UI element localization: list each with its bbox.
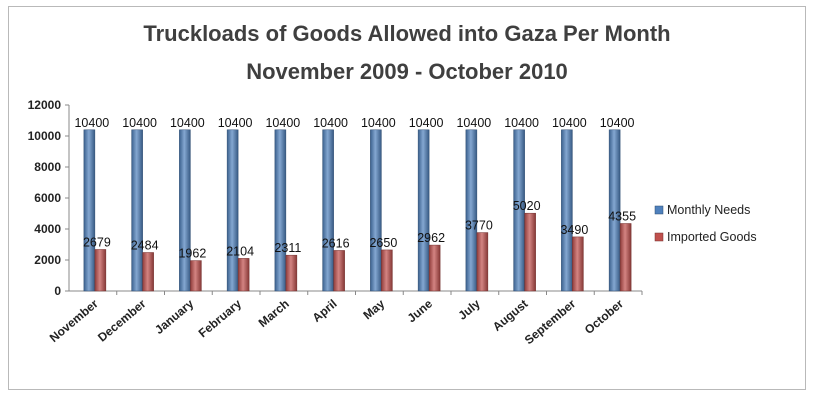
data-label: 10400 — [74, 116, 109, 130]
x-tick-label: May — [360, 296, 387, 322]
y-tick-label: 4000 — [34, 222, 61, 236]
y-tick-label: 6000 — [34, 191, 61, 205]
bar-imported-goods — [619, 223, 632, 292]
bar-chart: Truckloads of Goods Allowed into Gaza Pe… — [28, 21, 757, 347]
bar-imported-goods — [381, 249, 393, 292]
legend: Monthly Needs Imported Goods — [654, 203, 757, 244]
x-tick-label: November — [47, 296, 101, 345]
x-tick-label: August — [490, 297, 531, 334]
chart-subtitle: November 2009 - October 2010 — [246, 59, 568, 84]
data-label: 10400 — [456, 116, 491, 130]
data-label: 10400 — [409, 116, 444, 130]
x-tick-label: December — [95, 296, 149, 344]
bar-monthly-needs — [513, 129, 525, 292]
data-label: 3770 — [465, 219, 493, 233]
y-tick-label: 0 — [54, 284, 61, 298]
y-tick-label: 10000 — [28, 129, 62, 143]
x-tick-label: February — [196, 296, 245, 340]
legend-label: Monthly Needs — [667, 203, 750, 217]
data-label: 2311 — [274, 241, 301, 255]
x-tick-label: January — [152, 296, 197, 337]
data-label: 2104 — [226, 244, 254, 258]
bar-monthly-needs — [226, 129, 239, 292]
legend-swatch — [654, 232, 664, 242]
bar-monthly-needs — [131, 129, 143, 292]
x-tick-label: April — [310, 297, 340, 325]
x-tick-label: September — [522, 296, 579, 347]
data-label: 2962 — [417, 231, 445, 245]
bar-imported-goods — [524, 212, 536, 292]
data-label: 5020 — [513, 199, 541, 213]
y-tick-label: 2000 — [34, 253, 61, 267]
plot-area: 0 2000 4000 6000 8000 10000 12000 10400 2679 Nove… — [28, 98, 643, 347]
bar-monthly-needs — [179, 129, 191, 292]
data-label: 4355 — [608, 209, 636, 223]
bar-monthly-needs — [417, 129, 430, 292]
bar-imported-goods — [94, 249, 107, 292]
bar-imported-goods — [142, 252, 154, 292]
legend-swatch — [654, 205, 664, 215]
data-label: 3490 — [560, 223, 588, 237]
data-label: 2616 — [322, 236, 350, 250]
data-label: 1962 — [178, 247, 206, 261]
y-tick-label: 12000 — [28, 98, 62, 112]
data-label: 10400 — [265, 116, 300, 130]
data-label: 10400 — [552, 116, 587, 130]
bar-imported-goods — [285, 254, 298, 292]
x-tick-label: June — [405, 296, 436, 325]
chart-frame: Truckloads of Goods Allowed into Gaza Pe… — [8, 6, 806, 390]
x-tick-label: July — [455, 296, 483, 322]
legend-label: Imported Goods — [667, 230, 757, 244]
data-label: 10400 — [361, 116, 396, 130]
bar-monthly-needs — [370, 129, 382, 292]
x-tick-label: March — [256, 297, 292, 330]
data-label: 2679 — [83, 235, 111, 249]
bar-monthly-needs — [322, 129, 334, 292]
data-label: 10400 — [122, 116, 157, 130]
y-tick-label: 8000 — [34, 160, 61, 174]
bar-monthly-needs — [465, 129, 478, 292]
bar-imported-goods — [190, 260, 202, 292]
data-label: 2484 — [131, 238, 159, 252]
bar-monthly-needs — [274, 129, 287, 292]
data-label: 2650 — [369, 236, 397, 250]
bar-imported-goods — [572, 236, 584, 292]
data-label: 10400 — [600, 116, 635, 130]
bar-monthly-needs — [608, 129, 621, 292]
bar-imported-goods — [333, 250, 345, 292]
bar-imported-goods — [428, 244, 441, 292]
bar-monthly-needs — [561, 129, 573, 292]
data-label: 10400 — [170, 116, 205, 130]
data-label: 10400 — [504, 116, 539, 130]
bar-imported-goods — [237, 258, 250, 292]
chart-title: Truckloads of Goods Allowed into Gaza Pe… — [143, 21, 670, 46]
bar-monthly-needs — [83, 129, 96, 292]
data-label: 10400 — [218, 116, 253, 130]
data-label: 10400 — [313, 116, 348, 130]
bar-imported-goods — [476, 232, 489, 292]
x-tick-label: October — [582, 296, 626, 337]
